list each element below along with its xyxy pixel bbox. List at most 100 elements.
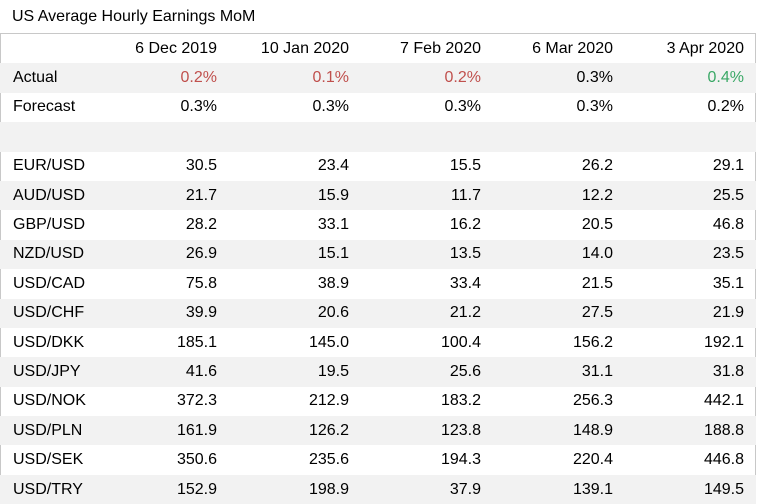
table-cell: 0.3% xyxy=(444,98,481,116)
column-header: 6 Mar 2020 xyxy=(532,39,613,57)
table-row: GBP/USD 28.2 33.1 16.2 20.5 46.8 xyxy=(0,210,756,239)
table-cell: 20.5 xyxy=(581,216,613,234)
table-row: USD/NOK 372.3 212.9 183.2 256.3 442.1 xyxy=(0,387,756,416)
table-row: NZD/USD 26.9 15.1 13.5 14.0 23.5 xyxy=(0,239,756,270)
table-cell: 183.2 xyxy=(440,392,481,410)
table-row: USD/SEK 350.6 235.6 194.3 220.4 446.8 xyxy=(0,445,756,474)
table-cell: 0.2% xyxy=(707,98,744,116)
table-row: Forecast 0.3% 0.3% 0.3% 0.3% 0.2% xyxy=(0,93,756,122)
table-cell: 198.9 xyxy=(229,474,361,504)
table-cell: 28.2 xyxy=(185,216,217,234)
table-row: EUR/USD 30.5 23.4 15.5 26.2 29.1 xyxy=(0,152,756,181)
table-cell: 35.1 xyxy=(712,274,744,292)
table-cell: 25.6 xyxy=(361,357,493,387)
row-label: USD/DKK xyxy=(13,333,85,351)
table-cell xyxy=(625,122,756,152)
table-cell: 220.4 xyxy=(572,451,613,469)
table-cell: 123.8 xyxy=(361,416,493,446)
row-label: USD/TRY xyxy=(0,474,97,504)
table-cell: 185.1 xyxy=(176,333,217,351)
table-cell: 46.8 xyxy=(712,216,744,234)
table-cell: 33.1 xyxy=(317,216,349,234)
table-cell: 100.4 xyxy=(440,333,481,351)
table-cell: 0.3% xyxy=(180,98,217,116)
table-cell: 13.5 xyxy=(361,239,493,270)
row-label: USD/SEK xyxy=(13,451,84,469)
table-cell: 14.0 xyxy=(493,239,625,270)
table-cell: 145.0 xyxy=(308,333,349,351)
table-row: USD/DKK 185.1 145.0 100.4 156.2 192.1 xyxy=(0,328,756,357)
row-label: USD/CAD xyxy=(13,274,86,292)
table-cell: 38.9 xyxy=(317,274,349,292)
table-cell: 26.2 xyxy=(581,157,613,175)
column-header: 10 Jan 2020 xyxy=(260,39,349,57)
table-row: Actual 0.2% 0.1% 0.2% 0.3% 0.4% xyxy=(0,63,756,93)
table-cell xyxy=(229,122,361,152)
row-label: Forecast xyxy=(13,98,76,116)
row-label: EUR/USD xyxy=(13,157,86,175)
row-label xyxy=(0,122,97,152)
table-cell: 23.5 xyxy=(625,239,756,270)
table-cell: 26.9 xyxy=(97,239,229,270)
table-cell: 152.9 xyxy=(97,474,229,504)
table-cell: 75.8 xyxy=(185,274,217,292)
table-cell: 212.9 xyxy=(308,392,349,410)
table-cell: 0.1% xyxy=(229,63,361,93)
table-cell: 31.1 xyxy=(493,357,625,387)
table-cell: 23.4 xyxy=(317,157,349,175)
table-cell: 12.2 xyxy=(493,180,625,211)
table-cell: 446.8 xyxy=(703,451,744,469)
header-corner xyxy=(0,34,97,63)
table-cell: 27.5 xyxy=(493,298,625,328)
table-cell: 21.2 xyxy=(361,298,493,328)
table-cell: 15.5 xyxy=(449,157,481,175)
column-header: 7 Feb 2020 xyxy=(400,39,481,57)
table-cell: 25.5 xyxy=(625,180,756,211)
table-cell: 192.1 xyxy=(703,333,744,351)
table-row: AUD/USD 21.7 15.9 11.7 12.2 25.5 xyxy=(0,180,756,211)
table-cell: 15.1 xyxy=(229,239,361,270)
table-cell: 256.3 xyxy=(572,392,613,410)
table-cell: 11.7 xyxy=(361,180,493,211)
table-cell: 0.3% xyxy=(576,98,613,116)
table-cell: 194.3 xyxy=(440,451,481,469)
table-cell: 21.5 xyxy=(581,274,613,292)
table-cell: 156.2 xyxy=(572,333,613,351)
table-cell: 20.6 xyxy=(229,298,361,328)
table-cell: 16.2 xyxy=(449,216,481,234)
table-cell xyxy=(97,122,229,152)
table-row: USD/JPY 41.6 19.5 25.6 31.1 31.8 xyxy=(0,357,756,387)
column-header: 3 Apr 2020 xyxy=(666,39,744,57)
row-label: AUD/USD xyxy=(0,180,97,211)
table-cell: 350.6 xyxy=(176,451,217,469)
table-cell: 188.8 xyxy=(625,416,756,446)
table-row: USD/TRY 152.9 198.9 37.9 139.1 149.5 xyxy=(0,474,756,504)
table-row xyxy=(0,122,756,152)
header-row: 6 Dec 2019 10 Jan 2020 7 Feb 2020 6 Mar … xyxy=(0,34,756,63)
row-label: USD/NOK xyxy=(13,392,86,410)
table-cell: 0.4% xyxy=(625,63,756,93)
table-cell: 148.9 xyxy=(493,416,625,446)
table-cell: 0.3% xyxy=(493,63,625,93)
table-cell: 161.9 xyxy=(97,416,229,446)
column-header: 6 Dec 2019 xyxy=(135,39,217,57)
table-cell: 149.5 xyxy=(625,474,756,504)
table-cell: 442.1 xyxy=(703,392,744,410)
table-cell: 41.6 xyxy=(97,357,229,387)
table-cell: 235.6 xyxy=(308,451,349,469)
table-cell: 21.7 xyxy=(97,180,229,211)
table-cell: 39.9 xyxy=(97,298,229,328)
table-cell: 0.2% xyxy=(361,63,493,93)
table-row: USD/CAD 75.8 38.9 33.4 21.5 35.1 xyxy=(0,269,756,298)
table-cell: 0.3% xyxy=(312,98,349,116)
table-cell: 139.1 xyxy=(493,474,625,504)
table-cell: 29.1 xyxy=(712,157,744,175)
row-label: USD/CHF xyxy=(0,298,97,328)
table-cell: 30.5 xyxy=(185,157,217,175)
table-title: US Average Hourly Earnings MoM xyxy=(12,8,256,25)
row-label: GBP/USD xyxy=(13,216,86,234)
earnings-table: 6 Dec 2019 10 Jan 2020 7 Feb 2020 6 Mar … xyxy=(0,34,756,504)
table-cell: 19.5 xyxy=(229,357,361,387)
table-cell: 372.3 xyxy=(176,392,217,410)
table-row: USD/PLN 161.9 126.2 123.8 148.9 188.8 xyxy=(0,416,756,446)
